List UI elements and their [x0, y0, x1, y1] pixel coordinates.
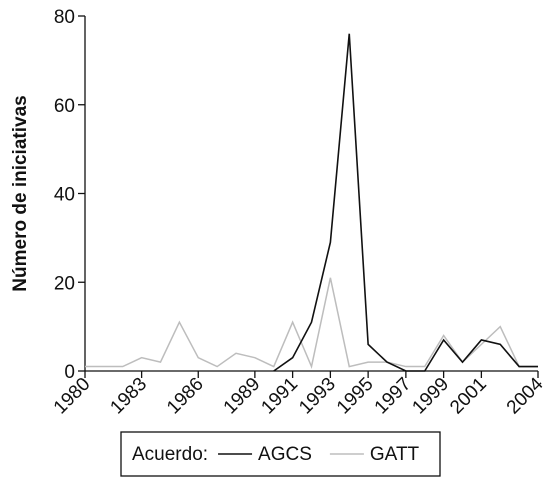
y-tick-label: 60 — [54, 96, 75, 117]
legend-title: Acuerdo: — [132, 444, 208, 465]
x-tick-label: 1997 — [371, 374, 416, 419]
y-axis: 0 20 40 60 80 — [54, 7, 86, 383]
y-tick-label: 40 — [54, 185, 75, 206]
legend-label-agcs: AGCS — [258, 444, 312, 465]
x-tick-label: 1991 — [257, 374, 302, 419]
y-tick-label: 20 — [54, 273, 75, 294]
x-tick-label: 1989 — [220, 374, 265, 419]
x-tick-label: 1983 — [106, 374, 151, 419]
legend: Acuerdo: AGCS GATT — [120, 431, 441, 477]
y-axis-title: Número de iniciativas — [10, 95, 31, 291]
legend-box — [120, 431, 441, 477]
legend-label-gatt: GATT — [370, 444, 420, 465]
x-tick-label: 2004 — [503, 373, 545, 418]
x-tick-label: 1999 — [408, 374, 453, 419]
series-line-agcs — [273, 33, 538, 372]
x-tick-label: 1980 — [50, 374, 95, 419]
x-tick-label: 2001 — [446, 374, 491, 419]
x-tick-label: 1995 — [333, 374, 378, 419]
y-tick-label: 0 — [64, 362, 75, 383]
x-axis: 1980 1983 1986 1989199119931995199719992001… — [50, 370, 545, 419]
plot-area — [85, 33, 538, 372]
x-tick-label: 1993 — [295, 374, 340, 419]
y-tick-label: 80 — [54, 7, 75, 28]
x-tick-label: 1986 — [163, 374, 208, 419]
